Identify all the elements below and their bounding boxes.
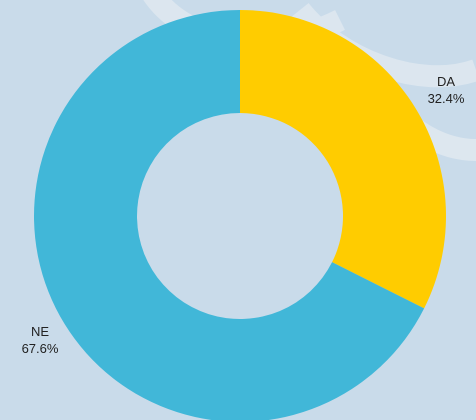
slice-labels: DA 32.4% NE 67.6%: [22, 74, 465, 356]
slice-value-da: 32.4%: [428, 91, 465, 106]
slice-label-da: DA: [437, 74, 455, 89]
slice-label-ne: NE: [31, 324, 49, 339]
donut-slices: [34, 10, 446, 420]
slice-da: [240, 10, 446, 309]
slice-ne: [34, 10, 425, 420]
slice-value-ne: 67.6%: [22, 341, 59, 356]
